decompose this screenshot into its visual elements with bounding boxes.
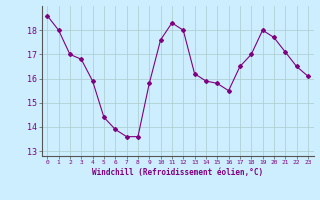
- X-axis label: Windchill (Refroidissement éolien,°C): Windchill (Refroidissement éolien,°C): [92, 168, 263, 177]
